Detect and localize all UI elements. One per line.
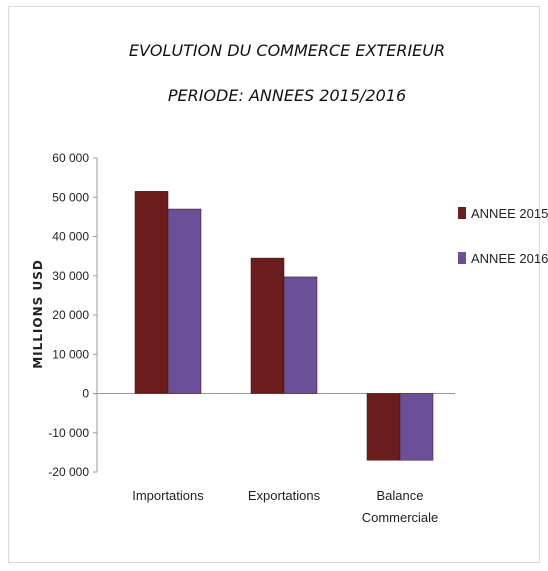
bars <box>134 191 434 461</box>
bar-1-2 <box>250 257 285 394</box>
y-tick-label: 0 <box>82 387 89 401</box>
category-label: Importations <box>132 488 204 503</box>
bar-1-3 <box>366 393 401 461</box>
y-tick-label: 50 000 <box>52 190 89 204</box>
chart-subtitle: PERIODE: ANNEES 2015/2016 <box>168 86 406 105</box>
y-axis-label: MILLIONS USD <box>31 259 45 369</box>
category-label: Commerciale <box>362 510 439 525</box>
legend-label: ANNEE 2015 <box>471 206 548 221</box>
legend: ANNEE 2015 ANNEE 2016 <box>458 206 548 266</box>
category-labels: Importations Exportations Balance Commercia… <box>132 488 438 525</box>
bar-2-3 <box>399 393 434 461</box>
bar-2-1 <box>167 208 202 394</box>
y-tick-label: 40 000 <box>52 230 89 244</box>
chart-title: EVOLUTION DU COMMERCE EXTERIEUR <box>129 41 445 60</box>
bar-2-2 <box>283 276 318 394</box>
legend-swatch <box>458 252 466 264</box>
y-tick-label: 10 000 <box>52 347 89 361</box>
bar-1-1 <box>134 191 169 394</box>
category-label: Exportations <box>248 488 321 503</box>
category-label: Balance <box>377 488 424 503</box>
y-tick-label: 20 000 <box>52 308 89 322</box>
y-tick-label: 60 000 <box>52 151 89 165</box>
legend-label: ANNEE 2016 <box>471 251 548 266</box>
legend-swatch <box>458 207 466 219</box>
y-ticks: 60 000 50 000 40 000 30 000 20 000 10 000 0 -10… <box>48 151 97 479</box>
y-tick-label: -20 000 <box>48 465 89 479</box>
y-tick-label: 30 000 <box>52 269 89 283</box>
y-tick-label: -10 000 <box>48 426 89 440</box>
